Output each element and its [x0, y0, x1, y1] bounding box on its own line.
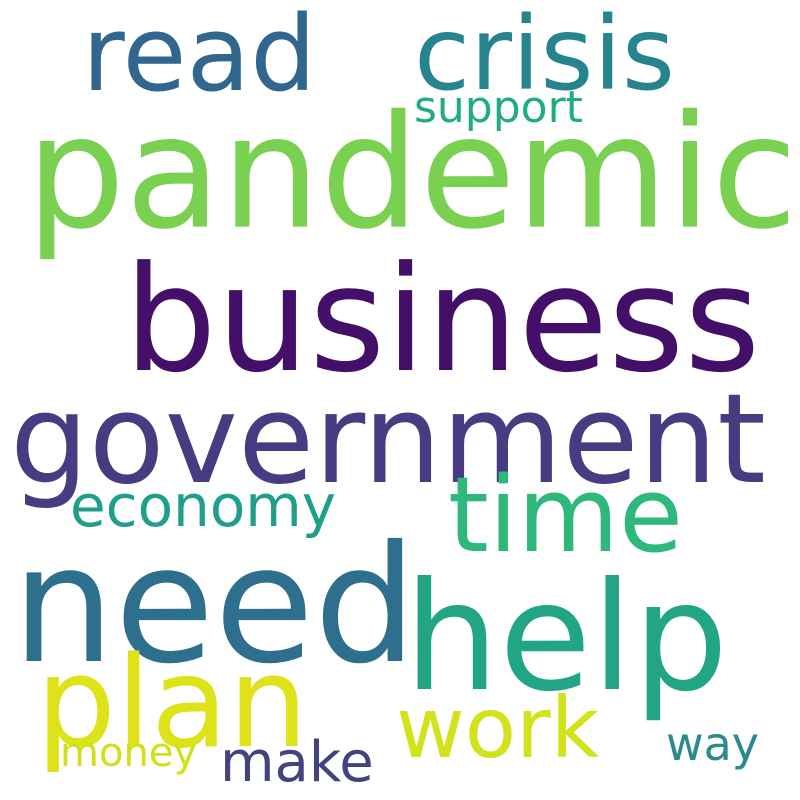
- word-need: need: [12, 512, 417, 700]
- word-economy: economy: [70, 472, 337, 540]
- word-crisis: crisis: [414, 0, 675, 114]
- word-read: read: [82, 0, 317, 115]
- word-support: support: [414, 82, 583, 133]
- word-make: make: [220, 730, 374, 795]
- word-way: way: [666, 717, 760, 771]
- word-government: government: [10, 368, 766, 512]
- word-time: time: [448, 454, 683, 576]
- word-business: business: [124, 235, 761, 405]
- word-work: work: [396, 679, 600, 777]
- word-plan: plan: [36, 629, 309, 776]
- word-help: help: [404, 551, 729, 725]
- word-money: money: [60, 730, 198, 776]
- word-pandemic: pandemic: [26, 82, 798, 265]
